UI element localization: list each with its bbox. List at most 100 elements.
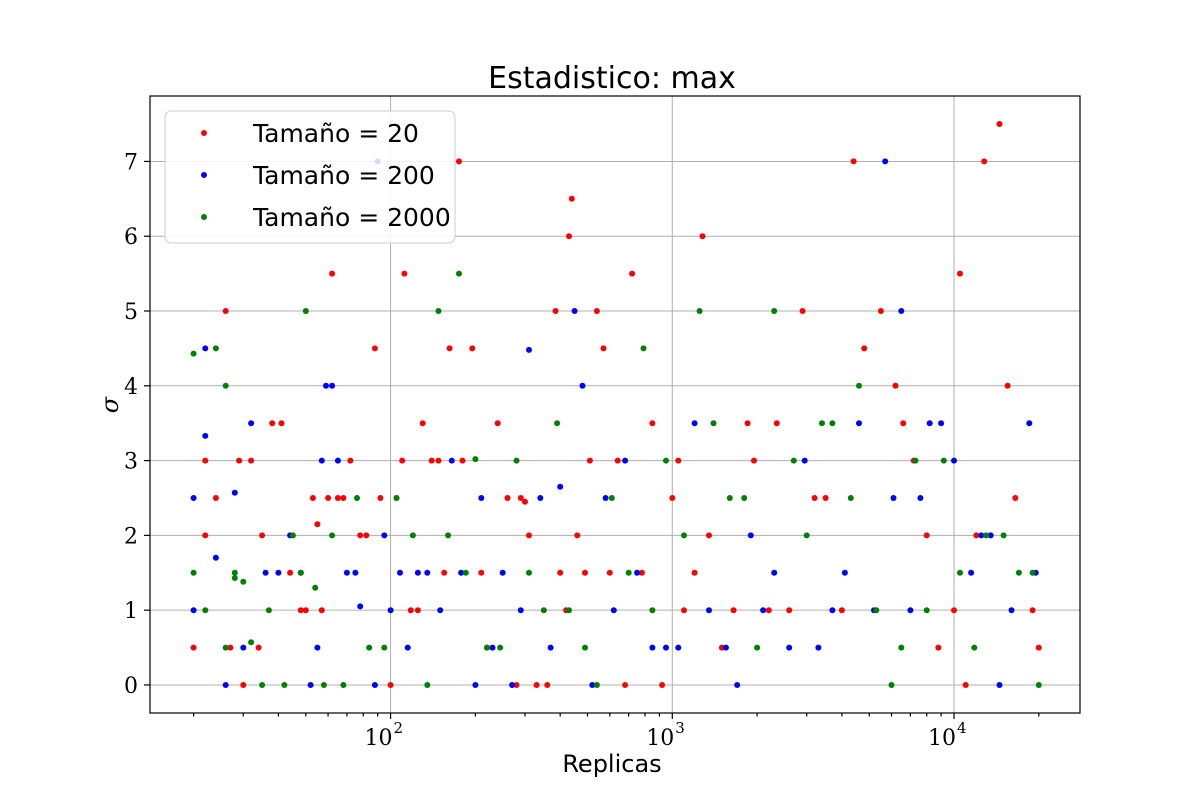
data-point-series-0 — [227, 644, 234, 651]
data-point-series-0 — [614, 457, 621, 464]
data-point-series-0 — [786, 607, 793, 614]
y-tick-label: 5 — [124, 300, 138, 325]
data-point-series-0 — [744, 420, 751, 427]
data-point-series-0 — [419, 420, 426, 427]
data-point-series-2 — [354, 495, 360, 501]
data-point-series-0 — [329, 270, 336, 277]
data-point-series-1 — [579, 382, 586, 389]
data-point-series-1 — [517, 607, 524, 614]
data-point-series-2 — [497, 644, 504, 651]
data-point-series-0 — [957, 270, 963, 277]
data-point-series-0 — [582, 569, 588, 576]
x-tick-label: 10 2 — [365, 719, 404, 751]
data-point-series-2 — [1029, 569, 1036, 576]
data-point-series-0 — [456, 158, 462, 165]
legend-marker-series-1 — [201, 172, 207, 178]
data-point-series-1 — [509, 682, 516, 688]
data-point-series-1 — [917, 495, 924, 501]
data-point-series-0 — [935, 644, 942, 651]
data-point-series-0 — [568, 195, 575, 202]
data-point-series-0 — [428, 457, 435, 464]
data-point-series-1 — [231, 489, 238, 496]
data-point-series-1 — [222, 682, 229, 688]
data-point-series-0 — [822, 495, 829, 501]
data-point-series-2 — [366, 644, 373, 651]
data-point-series-1 — [371, 682, 378, 688]
data-point-series-2 — [259, 682, 266, 688]
data-point-series-1 — [841, 569, 848, 576]
data-point-series-0 — [287, 569, 294, 576]
data-point-series-2 — [320, 682, 327, 688]
data-point-series-0 — [593, 308, 600, 314]
data-point-series-0 — [517, 495, 524, 501]
data-point-series-1 — [314, 644, 321, 651]
data-point-series-0 — [259, 532, 266, 539]
data-point-series-0 — [513, 682, 520, 688]
data-point-series-2 — [329, 532, 336, 539]
data-point-series-0 — [269, 420, 276, 427]
data-point-series-1 — [190, 607, 197, 614]
data-point-series-1 — [458, 569, 465, 576]
data-point-series-0 — [765, 607, 772, 614]
data-point-series-2 — [640, 345, 647, 352]
y-tick-label: 0 — [124, 674, 138, 699]
data-point-series-2 — [462, 569, 469, 576]
data-point-series-2 — [297, 569, 304, 576]
data-point-series-0 — [691, 569, 698, 576]
data-point-series-0 — [446, 345, 453, 352]
series-2-points — [190, 270, 1042, 688]
data-point-series-1 — [437, 607, 444, 614]
data-point-series-1 — [602, 495, 609, 501]
data-point-series-0 — [533, 682, 540, 688]
data-point-series-2 — [240, 578, 247, 585]
data-point-series-2 — [526, 569, 532, 576]
data-point-series-1 — [996, 682, 1003, 688]
data-point-series-0 — [314, 521, 321, 528]
data-point-series-1 — [240, 644, 247, 651]
data-point-series-1 — [329, 382, 336, 389]
data-point-series-1 — [622, 457, 629, 464]
data-point-series-1 — [414, 569, 421, 576]
data-point-series-2 — [608, 495, 615, 501]
data-point-series-2 — [710, 420, 717, 427]
data-point-series-0 — [861, 345, 868, 352]
data-point-series-1 — [424, 569, 431, 576]
legend-marker-series-2 — [201, 214, 207, 220]
data-point-series-1 — [898, 308, 905, 314]
data-point-series-0 — [212, 495, 219, 501]
y-tick-label: 1 — [124, 599, 138, 624]
data-point-series-1 — [691, 420, 698, 427]
data-point-series-1 — [547, 644, 554, 651]
data-point-series-0 — [334, 495, 341, 501]
data-point-series-2 — [696, 308, 703, 314]
chart-title: Estadistico: max — [488, 61, 736, 96]
data-point-series-1 — [771, 569, 778, 576]
data-point-series-2 — [445, 532, 452, 539]
data-point-series-0 — [649, 420, 656, 427]
data-point-series-0 — [202, 457, 209, 464]
data-point-series-1 — [926, 420, 933, 427]
data-point-series-2 — [554, 420, 561, 427]
data-point-series-0 — [675, 457, 682, 464]
data-point-series-1 — [334, 457, 341, 464]
data-point-series-0 — [877, 308, 884, 314]
data-point-series-1 — [357, 603, 364, 610]
data-point-series-0 — [377, 495, 384, 501]
data-point-series-2 — [983, 532, 990, 539]
data-point-series-0 — [526, 532, 532, 539]
x-tick-label: 10 3 — [646, 719, 685, 751]
x-tick-label-exponent: 4 — [957, 719, 967, 737]
data-point-series-0 — [586, 457, 593, 464]
data-point-series-0 — [504, 495, 511, 501]
data-point-series-1 — [526, 346, 532, 353]
data-point-series-2 — [381, 644, 388, 651]
x-tick-label-base: 10 — [928, 726, 956, 751]
x-tick-label-base: 10 — [646, 726, 674, 751]
legend-label-series-2: Tamaño = 2000 — [252, 203, 451, 232]
data-point-series-1 — [381, 532, 388, 539]
data-point-series-1 — [472, 682, 479, 688]
data-point-series-0 — [730, 607, 737, 614]
x-axis-label: Replicas — [562, 750, 661, 778]
data-point-series-1 — [307, 682, 314, 688]
data-point-series-0 — [557, 569, 564, 576]
